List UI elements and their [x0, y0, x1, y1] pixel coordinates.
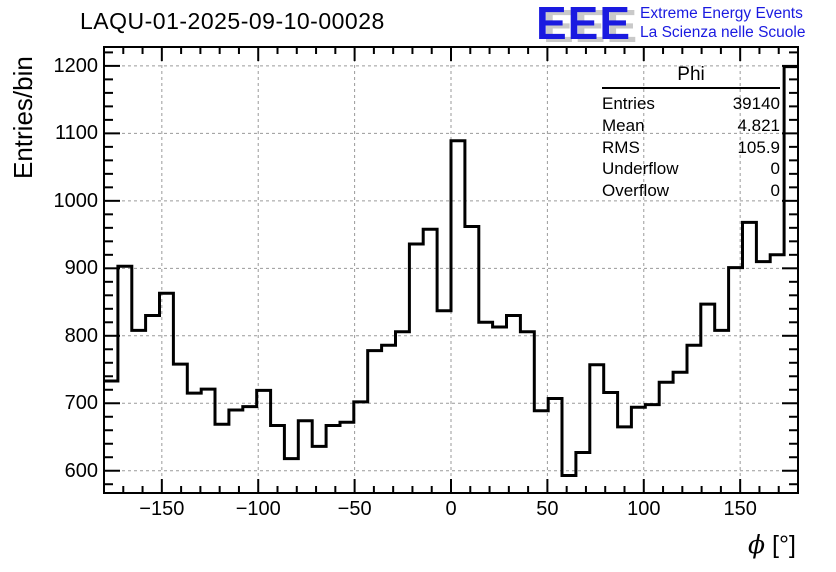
x-tick-label: 150 — [723, 498, 757, 520]
x-tick-label: 50 — [536, 498, 559, 520]
y-tick-label: 900 — [64, 257, 98, 280]
y-tick-label: 800 — [64, 324, 98, 347]
eee-logo: EEE Extreme Energy Events La Scienza nel… — [536, 0, 806, 49]
stats-row: Mean 4.821 — [602, 115, 780, 137]
phi-symbol: ϕ — [748, 530, 766, 559]
stats-box-rule — [602, 87, 780, 89]
y-tick-label: 700 — [64, 392, 98, 415]
x-tick-label: 100 — [627, 498, 661, 520]
stats-row: RMS 105.9 — [602, 137, 780, 159]
x-tick-label: −100 — [235, 498, 281, 520]
stats-box: Phi Entries 39140 Mean 4.821 RMS 105.9 Underfl… — [602, 64, 780, 202]
x-tick-label: −150 — [139, 498, 185, 520]
y-tick-label: 600 — [64, 459, 98, 482]
eee-logo-text: Extreme Energy Events La Scienza nelle S… — [640, 2, 805, 42]
eee-logo-line1: Extreme Energy Events — [640, 5, 803, 22]
stats-row: Underflow 0 — [602, 158, 780, 180]
stats-row-value: 39140 — [732, 94, 780, 113]
stats-row-value: 0 — [770, 181, 780, 201]
eee-logo-line2: La Scienza nelle Scuole — [640, 23, 806, 41]
plot-title: LAQU-01-2025-09-10-00028 — [80, 8, 385, 34]
y-tick-label: 1100 — [54, 122, 98, 145]
stats-row-label: Underflow — [602, 159, 679, 179]
stats-row-label: Mean — [602, 115, 645, 135]
x-tick-label: 0 — [445, 498, 457, 520]
y-tick-label: 1000 — [53, 189, 99, 212]
stats-row: Overflow 0 — [602, 180, 780, 202]
stats-row-label: Overflow — [602, 181, 670, 201]
histogram-step-line — [104, 65, 798, 477]
x-tick-label: −50 — [337, 498, 372, 520]
stats-row-value: 0 — [770, 159, 780, 179]
x-axis-unit: [°] — [772, 531, 796, 559]
stats-row: Entries 39140 — [602, 93, 780, 115]
stats-box-rows: Entries 39140 Mean 4.821 RMS 105.9 Underflow 0 O… — [602, 89, 780, 202]
stats-row-label: RMS — [602, 137, 640, 157]
stats-row-value: 105.9 — [737, 137, 780, 157]
stats-box-title: Phi — [677, 64, 705, 85]
eee-logo-acronym: EEE — [536, 0, 632, 49]
y-tick-label: 1200 — [53, 54, 99, 77]
stats-row-label: Entries — [602, 94, 655, 113]
x-axis-title: ϕ [°] — [748, 530, 796, 560]
stats-row-value: 4.821 — [737, 115, 780, 135]
